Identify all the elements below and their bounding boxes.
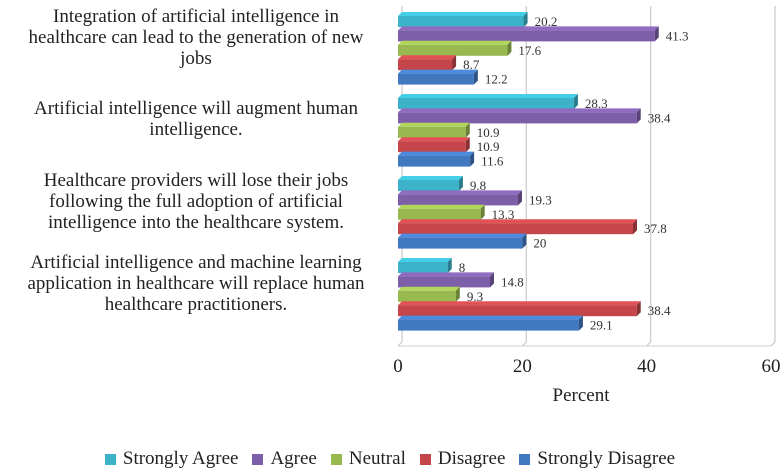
gridline-floor [770,341,776,347]
bar [398,204,485,220]
bar [398,94,578,109]
legend-swatch [519,453,531,465]
legend-label: Disagree [437,448,506,469]
legend-swatch [419,453,431,465]
bar [398,272,495,288]
data-label: 17.6 [518,43,541,58]
legend-label: Agree [270,448,317,469]
category-label: Integration of artificial intelligence i… [28,5,364,69]
legend-label: Neutral [348,448,406,469]
bar [398,40,512,56]
bar [398,219,637,235]
bar [398,190,522,206]
legend-item: Strongly Disagree [519,448,675,470]
data-label: 14.8 [501,274,524,289]
legend-item: Neutral [330,448,406,470]
legend-swatch [104,453,116,465]
category-label: Artificial intelligence and machine lear… [27,251,365,315]
x-axis-title: Percent [553,385,611,406]
x-tick-label: 40 [637,356,656,377]
data-label: 8 [459,260,466,275]
data-label: 11.6 [481,154,504,169]
data-label: 10.9 [477,125,500,140]
data-label: 9.3 [467,289,483,304]
data-label: 41.3 [666,28,689,43]
legend-item: Disagree [419,448,506,470]
data-label: 9.8 [470,178,486,193]
data-label: 20.2 [535,14,558,29]
gridline-floor [521,341,527,347]
data-label: 19.3 [529,192,552,207]
x-tick-label: 0 [393,356,403,377]
bar [398,258,452,273]
data-label: 20 [533,236,546,251]
bar [398,55,457,71]
x-tick-label: 60 [762,356,780,377]
bar [398,301,641,317]
legend-label: Strongly Agree [122,448,239,469]
data-label: 37.8 [644,221,667,236]
data-label: 28.3 [585,96,608,111]
bar [398,151,475,167]
x-tick-label: 20 [513,356,532,377]
bar [398,137,470,153]
bar [398,315,583,331]
bar [398,233,527,249]
category-label: Healthcare providers will lose their job… [43,169,349,233]
legend: Strongly Agree Agree Neutral Disagree Strong… [0,448,780,470]
data-label: 12.2 [485,72,508,87]
legend-item: Agree [252,448,317,470]
data-label: 8.7 [463,57,480,72]
bar [398,108,641,124]
data-label: 38.4 [648,110,671,125]
bar [398,12,528,27]
bar [398,286,460,302]
bar [398,69,478,85]
bar [398,176,463,191]
legend-swatch [330,453,342,465]
data-label: 38.4 [648,303,671,318]
legend-swatch [252,453,264,465]
data-label: 29.1 [590,318,613,333]
bar [398,122,470,138]
data-label: 10.9 [477,139,500,154]
legend-item: Strongly Agree [104,448,239,470]
bar [398,26,659,42]
legend-label: Strongly Disagree [537,448,676,469]
gridline-floor [397,341,403,347]
category-label: Artificial intelligence will augment hum… [34,98,358,140]
gridline-floor [646,341,652,347]
data-label: 13.3 [492,207,515,222]
